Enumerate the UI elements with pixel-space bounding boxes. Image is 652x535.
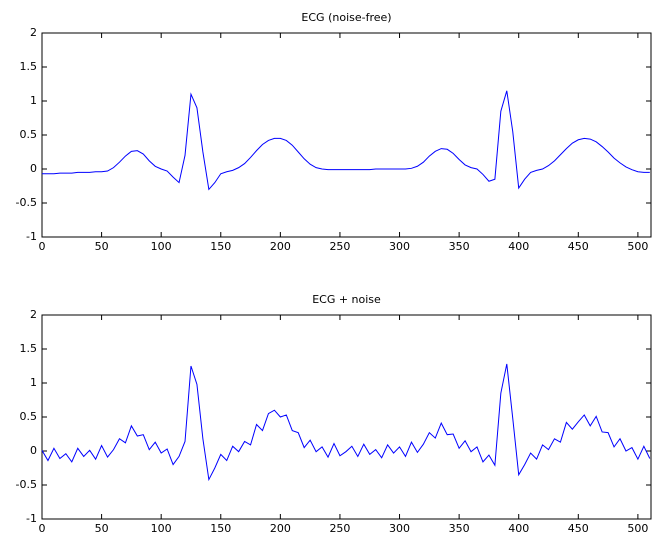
- y-tick-label: 0.5: [20, 410, 38, 423]
- y-tick-label: 2: [30, 26, 37, 39]
- x-tick-label: 300: [389, 522, 410, 535]
- y-tick-label: 1: [30, 94, 37, 107]
- x-tick-label: 0: [39, 240, 46, 253]
- x-tick-label: 400: [508, 522, 529, 535]
- axes-box: [41, 314, 652, 520]
- x-tick-label: 150: [210, 522, 231, 535]
- x-tick-label: 450: [568, 522, 589, 535]
- signal-line: [41, 363, 651, 482]
- x-tick-label: 150: [210, 240, 231, 253]
- x-tick-label: 350: [449, 240, 470, 253]
- y-tick-label: 0.5: [20, 128, 38, 141]
- x-tick-label: 200: [270, 522, 291, 535]
- x-tick-label: 400: [508, 240, 529, 253]
- signal-line: [42, 90, 650, 191]
- y-tick-label: 0: [30, 162, 37, 175]
- x-tick-label: 0: [39, 522, 46, 535]
- x-tick-label: 500: [627, 522, 648, 535]
- axes-box: [41, 32, 652, 238]
- x-tick-label: 250: [329, 522, 350, 535]
- y-tick-label: 1.5: [20, 60, 38, 73]
- y-tick-label: 2: [30, 308, 37, 321]
- x-tick-label: 250: [329, 240, 350, 253]
- x-tick-label: 450: [568, 240, 589, 253]
- x-tick-label: 50: [95, 240, 109, 253]
- y-tick-label: -1: [26, 230, 37, 243]
- y-tick-label: -1: [26, 512, 37, 525]
- x-tick-label: 100: [151, 522, 172, 535]
- x-tick-label: 100: [151, 240, 172, 253]
- y-tick-label: -0.5: [16, 196, 37, 209]
- y-tick-label: -0.5: [16, 478, 37, 491]
- x-tick-label: 350: [449, 522, 470, 535]
- x-tick-label: 500: [627, 240, 648, 253]
- chart-title: ECG (noise-free): [301, 11, 391, 24]
- y-tick-label: 0: [30, 444, 37, 457]
- y-tick-label: 1.5: [20, 342, 38, 355]
- x-tick-label: 50: [95, 522, 109, 535]
- y-tick-label: 1: [30, 376, 37, 389]
- x-tick-label: 200: [270, 240, 291, 253]
- chart-title: ECG + noise: [312, 293, 381, 306]
- x-tick-label: 300: [389, 240, 410, 253]
